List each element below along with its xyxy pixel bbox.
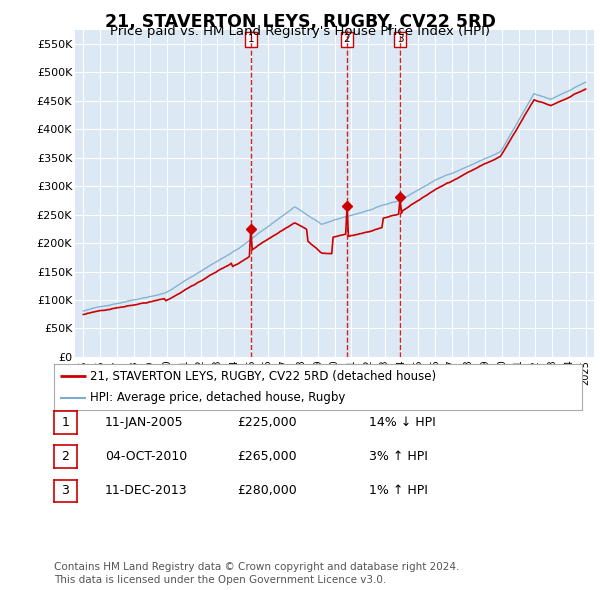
Text: £225,000: £225,000: [237, 416, 296, 429]
Text: £280,000: £280,000: [237, 484, 297, 497]
Text: 2: 2: [61, 450, 70, 463]
Text: 3% ↑ HPI: 3% ↑ HPI: [369, 450, 428, 463]
Text: 14% ↓ HPI: 14% ↓ HPI: [369, 416, 436, 429]
Text: 3: 3: [61, 484, 70, 497]
Text: 1: 1: [247, 34, 254, 44]
Text: HPI: Average price, detached house, Rugby: HPI: Average price, detached house, Rugb…: [90, 391, 345, 404]
Text: £265,000: £265,000: [237, 450, 296, 463]
Text: 3: 3: [397, 34, 403, 44]
Text: 1% ↑ HPI: 1% ↑ HPI: [369, 484, 428, 497]
Text: 04-OCT-2010: 04-OCT-2010: [105, 450, 187, 463]
Text: 21, STAVERTON LEYS, RUGBY, CV22 5RD (detached house): 21, STAVERTON LEYS, RUGBY, CV22 5RD (det…: [90, 370, 436, 383]
Text: 11-JAN-2005: 11-JAN-2005: [105, 416, 184, 429]
Text: 1: 1: [61, 416, 70, 429]
Text: Price paid vs. HM Land Registry's House Price Index (HPI): Price paid vs. HM Land Registry's House …: [110, 25, 490, 38]
Text: 21, STAVERTON LEYS, RUGBY, CV22 5RD: 21, STAVERTON LEYS, RUGBY, CV22 5RD: [104, 13, 496, 31]
Text: Contains HM Land Registry data © Crown copyright and database right 2024.
This d: Contains HM Land Registry data © Crown c…: [54, 562, 460, 585]
Text: 2: 2: [344, 34, 350, 44]
Text: 11-DEC-2013: 11-DEC-2013: [105, 484, 188, 497]
